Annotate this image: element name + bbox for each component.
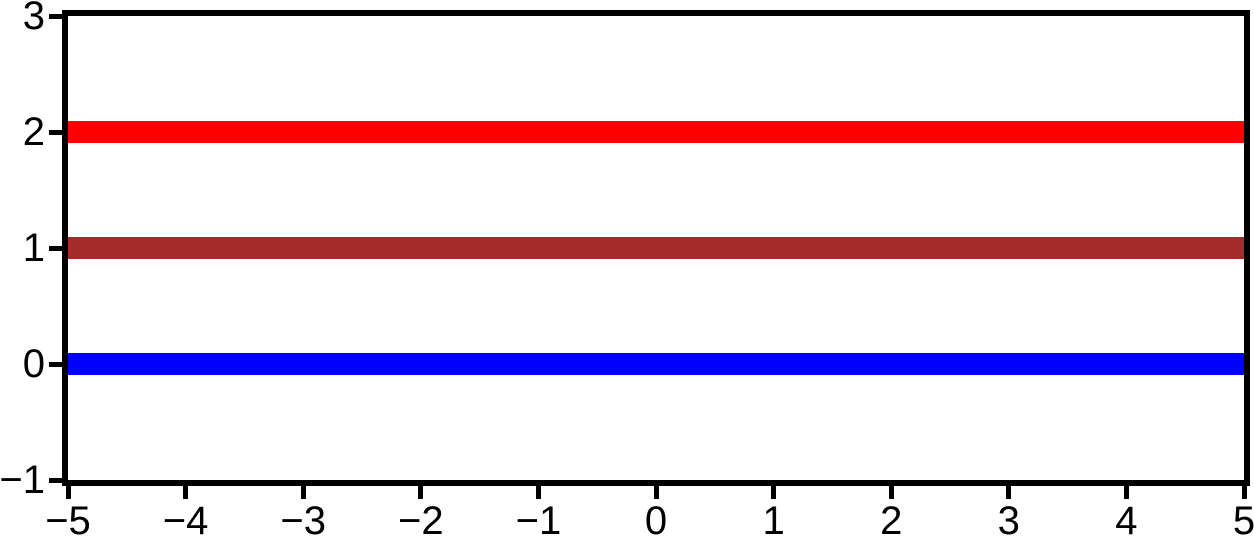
x-axis-tick-label: 0 (644, 499, 668, 537)
x-axis-tick (65, 486, 71, 499)
x-axis-tick-label: −3 (280, 499, 326, 537)
x-axis-tick (535, 486, 541, 499)
y-axis-tick-label: 0 (22, 342, 45, 386)
x-axis-tick (888, 486, 894, 499)
x-axis-tick-label: 2 (880, 499, 903, 537)
y-axis-tick (49, 361, 62, 367)
y-axis-tick (49, 129, 62, 135)
x-axis-tick (1123, 486, 1129, 499)
y-axis-tick (49, 13, 62, 19)
x-axis-tick (1241, 486, 1247, 499)
x-axis-tick-label: 3 (997, 499, 1020, 537)
y-axis-tick (49, 245, 62, 251)
y-axis-tick-label: 1 (22, 226, 45, 270)
y-axis-tick (49, 477, 62, 483)
y-axis-tick-label: 3 (22, 0, 45, 38)
x-axis-tick-label: 4 (1115, 499, 1138, 537)
plot-area (62, 10, 1250, 486)
y-axis-tick-label: 2 (22, 110, 45, 154)
y-axis-tick-label: −1 (0, 458, 45, 502)
x-axis-tick (300, 486, 306, 499)
series-line-brown-line (68, 237, 1244, 259)
x-axis-tick (653, 486, 659, 499)
x-axis-tick-label: −2 (397, 499, 444, 537)
x-axis-tick-label: −5 (45, 499, 91, 537)
x-axis-tick-label: 1 (762, 499, 785, 537)
series-line-blue-line (68, 353, 1244, 375)
x-axis-tick-label: 5 (1232, 499, 1254, 537)
x-axis-tick (183, 486, 189, 499)
x-axis-tick (1006, 486, 1012, 499)
x-axis-tick (418, 486, 424, 499)
x-axis-tick-label: −4 (162, 499, 209, 537)
series-line-red-line (68, 121, 1244, 143)
x-axis-tick-label: −1 (515, 499, 562, 537)
x-axis-tick (771, 486, 777, 499)
